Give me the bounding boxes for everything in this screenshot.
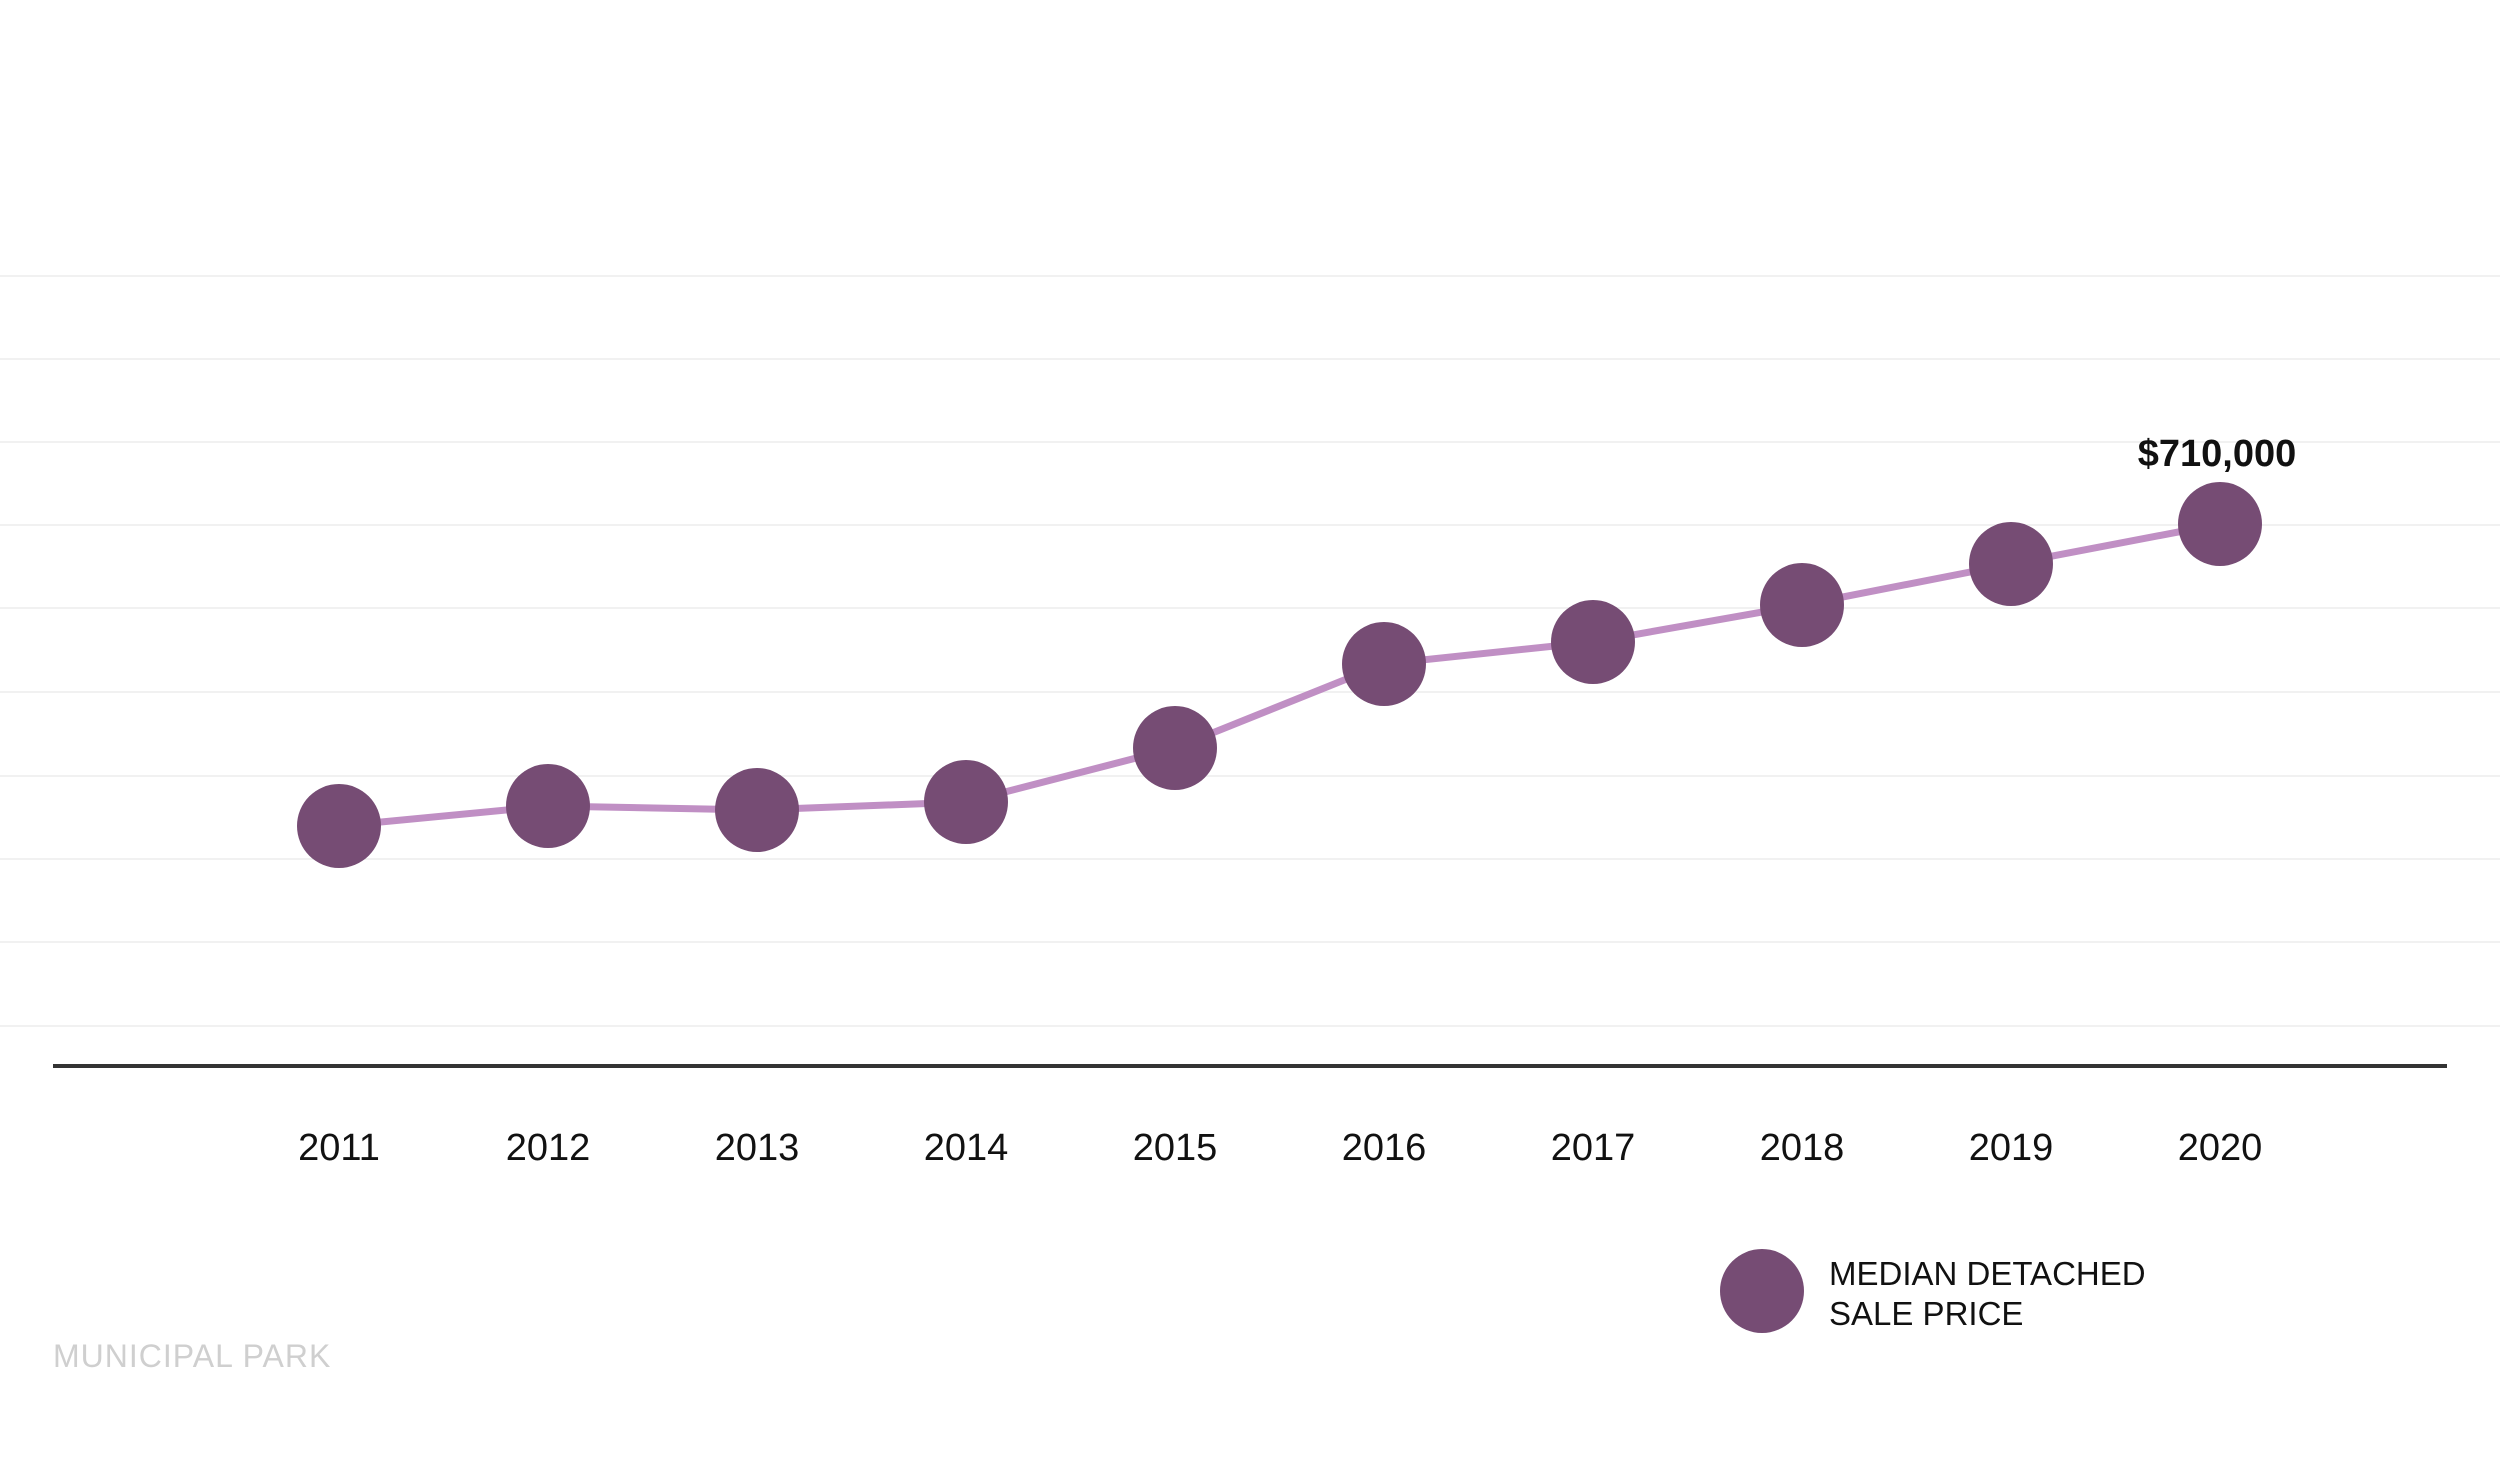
x-tick-label: 2014 xyxy=(924,1127,1009,1169)
x-tick-label: 2018 xyxy=(1760,1127,1845,1169)
x-tick-label: 2019 xyxy=(1969,1127,2054,1169)
series-markers xyxy=(297,482,2262,868)
x-tick-label: 2016 xyxy=(1342,1127,1427,1169)
legend-label-line-2: SALE PRICE xyxy=(1829,1295,2023,1332)
data-labels: $710,000 xyxy=(2138,433,2297,475)
gridlines xyxy=(0,275,2500,1027)
data-point-2015 xyxy=(1133,706,1217,790)
legend: MEDIAN DETACHED SALE PRICE xyxy=(1720,1249,2146,1333)
x-tick-label: 2012 xyxy=(506,1127,591,1169)
x-tick-label: 2015 xyxy=(1133,1127,1218,1169)
x-tick-labels: 2011 2012 2013 2014 2015 2016 2017 2018 2019 2020 xyxy=(298,1127,2262,1169)
data-point-2020 xyxy=(2178,482,2262,566)
data-point-2011 xyxy=(297,784,381,868)
data-point-2019 xyxy=(1969,522,2053,606)
data-label-2020: $710,000 xyxy=(2138,433,2297,475)
x-tick-label: 2013 xyxy=(715,1127,800,1169)
data-point-2017 xyxy=(1551,600,1635,684)
legend-marker xyxy=(1720,1249,1804,1333)
data-point-2018 xyxy=(1760,563,1844,647)
data-point-2012 xyxy=(506,764,590,848)
data-point-2014 xyxy=(924,760,1008,844)
x-tick-label: 2017 xyxy=(1551,1127,1636,1169)
x-tick-label: 2020 xyxy=(2178,1127,2263,1169)
series-line xyxy=(338,520,2221,830)
watermark: MUNICIPAL PARK xyxy=(53,1338,332,1374)
x-tick-label: 2011 xyxy=(298,1127,380,1169)
data-point-2016 xyxy=(1342,622,1426,706)
series-line-layer xyxy=(338,520,2221,830)
data-point-2013 xyxy=(715,768,799,852)
legend-label-line-1: MEDIAN DETACHED xyxy=(1829,1255,2146,1292)
